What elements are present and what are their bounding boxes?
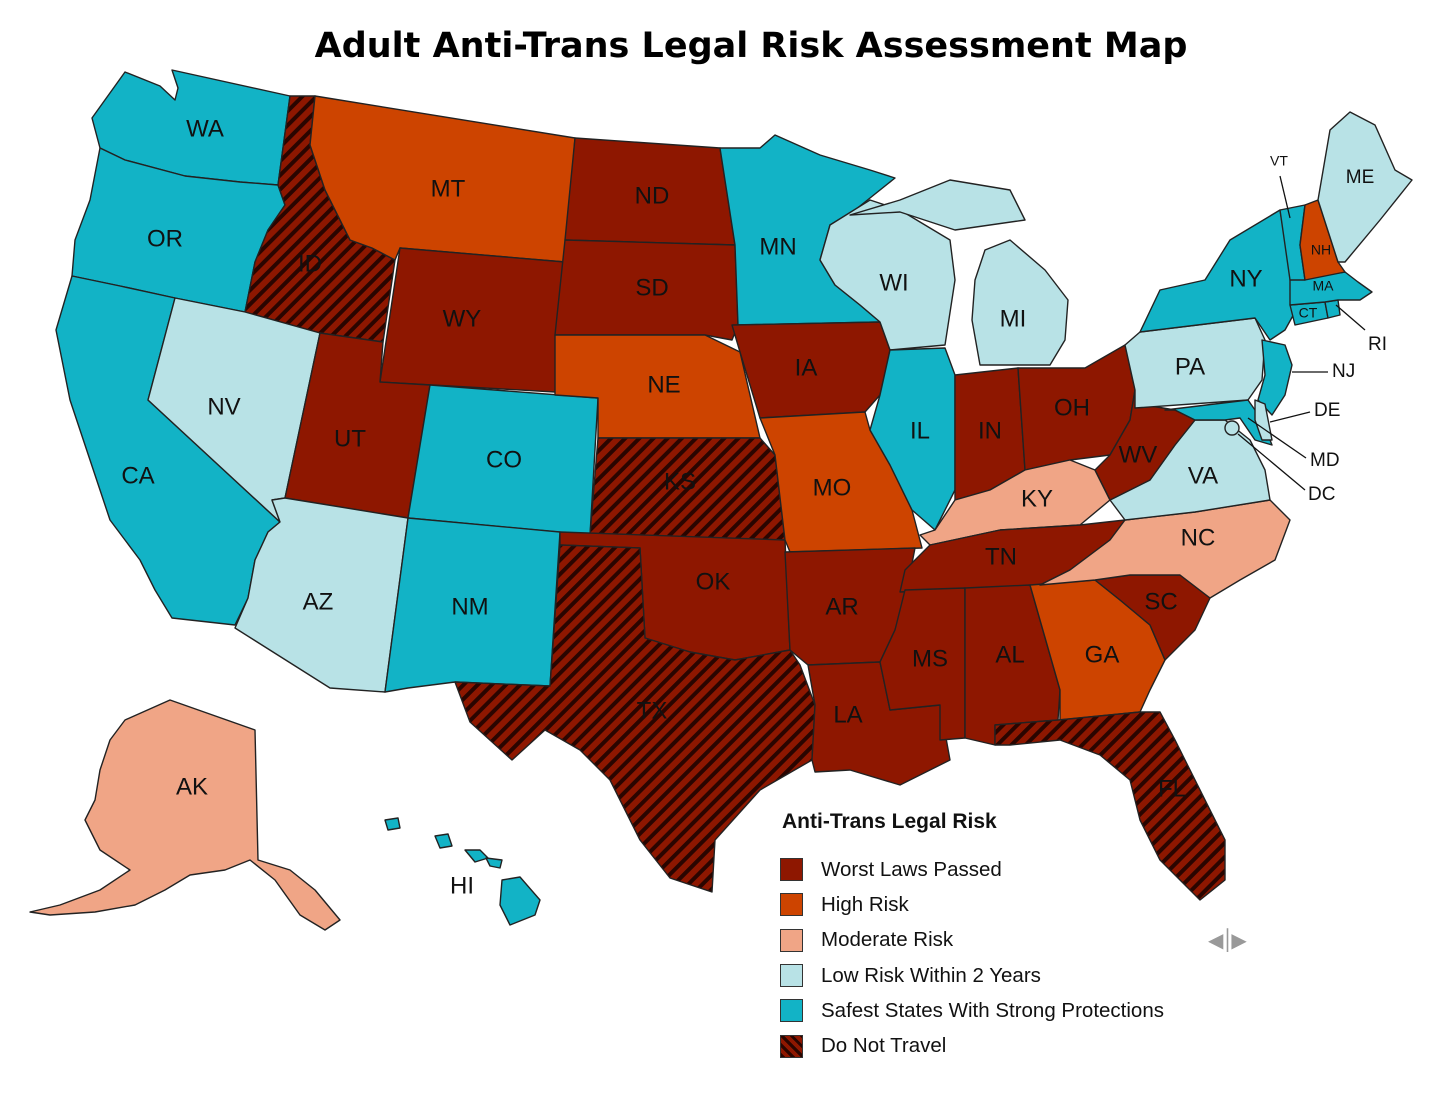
legend-label: High Risk [821,892,909,916]
legend-swatch-high [780,893,803,917]
label-HI: HI [450,872,474,899]
label-MT: MT [431,175,466,202]
state-IL[interactable] [869,347,956,531]
legend-swatch-low [780,964,803,988]
label-CT: CT [1299,305,1318,321]
state-MA[interactable] [1289,271,1373,306]
label-GA: GA [1085,641,1120,668]
label-IA: IA [795,354,818,381]
label-WI: WI [879,269,908,296]
label-NV: NV [207,393,240,420]
label-UT: UT [334,425,366,452]
label-ND: ND [635,182,670,209]
label-MA: MA [1313,278,1335,294]
label-IN: IN [978,417,1002,444]
state-DE[interactable] [1254,399,1273,441]
state-KY[interactable] [919,459,1111,546]
label-KY: KY [1021,485,1053,512]
label-IL: IL [910,417,930,444]
label-RI: RI [1368,334,1387,355]
label-OR: OR [147,225,183,252]
state-labels: WA OR CA ID NV MT WY UT AZ CO NM ND SD N… [121,115,1387,899]
legend-label: Moderate Risk [821,928,954,952]
label-NM: NM [451,593,488,620]
label-MD: MD [1310,450,1340,471]
label-WA: WA [186,115,224,142]
legend-item: Worst Laws Passed [780,852,1220,887]
label-NE: NE [647,371,680,398]
resize-handle-icon[interactable]: ◀│▶ [1208,928,1247,952]
state-MO[interactable] [759,411,923,553]
legend-label: Safest States With Strong Protections [821,998,1164,1022]
label-VA: VA [1188,462,1218,489]
label-AZ: AZ [303,588,334,615]
label-AR: AR [825,593,858,620]
legend-swatch-safest [780,999,803,1023]
state-MI[interactable] [849,179,1069,366]
legend-label: Low Risk Within 2 Years [821,963,1041,987]
label-FL: FL [1158,775,1186,802]
legend-label: Worst Laws Passed [821,857,1002,881]
label-NJ: NJ [1332,361,1355,382]
label-TN: TN [985,543,1017,570]
state-ME[interactable] [1317,111,1413,263]
state-NC[interactable] [1039,499,1291,599]
label-LA: LA [833,701,862,728]
label-AL: AL [995,641,1024,668]
label-CA: CA [121,462,154,489]
label-DE: DE [1314,400,1340,421]
label-MO: MO [813,474,852,501]
label-NY: NY [1229,265,1262,292]
label-NH: NH [1311,242,1331,258]
label-OK: OK [696,568,731,595]
legend-item: Moderate Risk [780,923,1220,958]
label-CO: CO [486,446,522,473]
legend-swatch-do-not-travel [780,1034,803,1058]
label-WV: WV [1119,441,1158,468]
state-HI[interactable] [384,817,541,926]
label-OH: OH [1054,394,1090,421]
label-PA: PA [1175,353,1205,380]
legend-swatch-moderate [780,928,803,952]
label-ME: ME [1346,167,1375,188]
label-SC: SC [1144,588,1177,615]
label-DC: DC [1308,484,1335,505]
label-MS: MS [912,645,948,672]
legend-item: High Risk [780,887,1220,922]
state-AK[interactable] [29,699,341,931]
state-TX[interactable] [454,544,816,893]
legend-title: Anti-Trans Legal Risk [782,810,997,833]
label-VT: VT [1270,153,1288,169]
legend: Anti-Trans Legal Risk Worst Laws Passed … [780,810,1220,1064]
label-KS: KS [664,468,696,495]
state-RI[interactable] [1324,299,1341,319]
label-AK: AK [176,773,208,800]
state-NJ[interactable] [1257,339,1293,416]
legend-label: Do Not Travel [821,1034,947,1058]
state-FL[interactable] [994,711,1226,901]
label-WY: WY [443,305,482,332]
label-TX: TX [637,697,668,724]
label-SD: SD [635,274,668,301]
state-DC[interactable] [1224,420,1240,436]
label-NC: NC [1181,524,1216,551]
legend-swatch-worst [780,858,803,882]
map-title: Adult Anti-Trans Legal Risk Assessment M… [314,26,1188,66]
legend-item: Low Risk Within 2 Years [780,958,1220,993]
label-ID: ID [298,250,322,277]
label-MN: MN [759,233,796,260]
label-MI: MI [1000,305,1027,332]
state-NY[interactable] [1139,209,1296,341]
legend-item: Safest States With Strong Protections [780,993,1220,1028]
state-shapes [29,69,1413,931]
legend-item: Do Not Travel [780,1028,1220,1063]
